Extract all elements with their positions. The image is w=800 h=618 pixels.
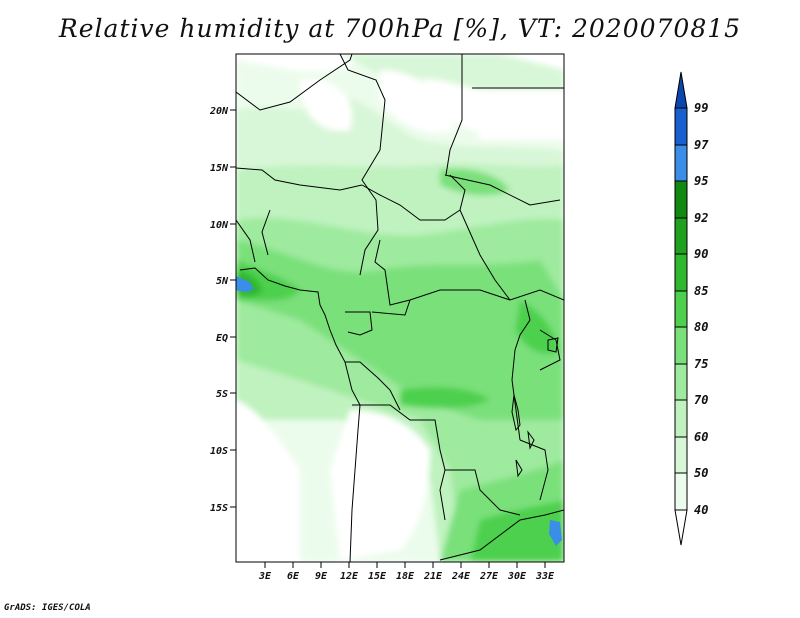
humidity-95-spot-west — [236, 276, 254, 292]
colorbar-bin-80-85 — [674, 290, 688, 328]
lat-label-10n: 10N — [210, 220, 229, 231]
lat-label-eq: EQ — [216, 333, 228, 344]
lat-label-10s: 10S — [210, 446, 228, 457]
colorbar-label-85: 85 — [694, 284, 708, 298]
longitude-axis: 3E 6E 9E 12E 15E 18E 21E 24E 27E 30E 33E — [258, 562, 555, 582]
lon-label-18e: 18E — [396, 571, 415, 582]
country-borders — [236, 54, 564, 562]
colorbar-bin-50-60 — [674, 436, 688, 474]
colorbar-bin-75-80 — [674, 326, 688, 365]
colorbar-label-80: 80 — [694, 320, 708, 334]
lon-label-6e: 6E — [287, 571, 300, 582]
colorbar-labels: 99 97 95 92 90 85 80 75 70 60 50 40 — [694, 101, 709, 517]
colorbar-label-75: 75 — [694, 357, 708, 371]
colorbar-bin-85-90 — [674, 253, 688, 292]
colorbar-bin-60-70 — [674, 399, 688, 438]
lon-label-33e: 33E — [535, 571, 555, 582]
lat-label-15n: 15N — [210, 163, 229, 174]
colorbar-label-50: 50 — [694, 466, 708, 480]
colorbar-label-97: 97 — [694, 138, 709, 152]
colorbar-cap-top — [674, 71, 688, 109]
colorbar-bin-90-92 — [674, 217, 688, 255]
lon-label-15e: 15E — [368, 571, 387, 582]
lon-label-21e: 21E — [423, 571, 443, 582]
colorbar-label-95: 95 — [694, 174, 708, 188]
colorbar-label-60: 60 — [694, 430, 708, 444]
lon-label-27e: 27E — [479, 571, 499, 582]
lat-label-20n: 20N — [209, 106, 229, 117]
lon-label-9e: 9E — [315, 571, 328, 582]
lat-label-5s: 5S — [216, 389, 228, 400]
colorbar-bin-40-50 — [674, 472, 688, 511]
lat-label-5n: 5N — [216, 276, 229, 287]
colorbar — [674, 71, 688, 546]
lon-label-30e: 30E — [507, 571, 527, 582]
map-frame — [235, 53, 565, 563]
humidity-field — [236, 54, 564, 562]
humidity-95-spot-southeast — [549, 520, 562, 546]
map-title: Relative humidity at 700hPa [%], VT: 202… — [58, 14, 742, 43]
colorbar-bin-92-95 — [674, 180, 688, 219]
colorbar-label-70: 70 — [694, 393, 708, 407]
colorbar-bin-70-75 — [674, 363, 688, 401]
lat-label-15s: 15S — [210, 503, 228, 514]
lon-label-12e: 12E — [340, 571, 359, 582]
lon-label-3e: 3E — [258, 571, 272, 582]
latitude-axis: 20N 15N 10N 5N EQ 5S 10S 15S — [209, 106, 236, 514]
colorbar-bin-95-97 — [674, 144, 688, 182]
colorbar-bin-97-99 — [674, 107, 688, 146]
footer-credit: GrADS: IGES/COLA — [4, 603, 91, 613]
lon-label-24e: 24E — [451, 571, 471, 582]
colorbar-label-90: 90 — [694, 247, 708, 261]
colorbar-label-99: 99 — [694, 101, 708, 115]
colorbar-label-40: 40 — [694, 503, 708, 517]
colorbar-cap-bottom — [674, 509, 688, 546]
colorbar-label-92: 92 — [694, 211, 708, 225]
